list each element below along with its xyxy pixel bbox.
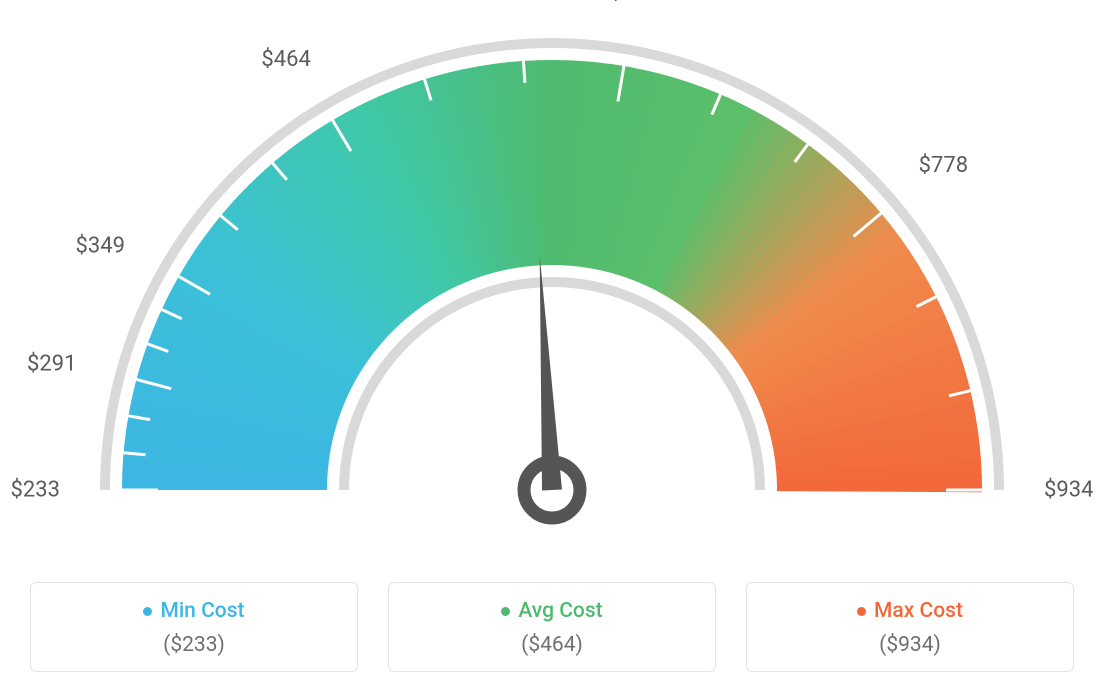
gauge-tick-label: $621: [610, 0, 659, 5]
legend-value-min: ($233): [31, 633, 357, 657]
gauge-tick-label: $349: [76, 233, 125, 258]
legend-card-avg: Avg Cost ($464): [388, 582, 716, 672]
gauge-tick-label: $934: [1044, 478, 1093, 503]
legend-dot-min: [143, 607, 152, 616]
legend-title-min: Min Cost: [143, 599, 244, 623]
gauge-tick-label: $291: [27, 351, 76, 376]
legend-value-max: ($934): [747, 633, 1073, 657]
legend-card-max: Max Cost ($934): [746, 582, 1074, 672]
legend-card-min: Min Cost ($233): [30, 582, 358, 672]
gauge-chart: [0, 10, 1104, 570]
legend-title-avg: Avg Cost: [501, 599, 602, 623]
legend-dot-max: [857, 607, 866, 616]
legend-label-avg: Avg Cost: [518, 599, 602, 623]
gauge-tick-label: $778: [919, 153, 968, 178]
legend-label-max: Max Cost: [874, 599, 963, 623]
legend-title-max: Max Cost: [857, 599, 963, 623]
legend-value-avg: ($464): [389, 633, 715, 657]
gauge-tick-label: $464: [261, 47, 310, 72]
gauge-tick-label: $233: [11, 478, 60, 503]
legend-label-min: Min Cost: [160, 599, 244, 623]
legend-row: Min Cost ($233) Avg Cost ($464) Max Cost…: [0, 582, 1104, 672]
legend-dot-avg: [501, 607, 510, 616]
gauge-container: $233 $291 $349 $464 $621 $778 $934: [0, 0, 1104, 570]
